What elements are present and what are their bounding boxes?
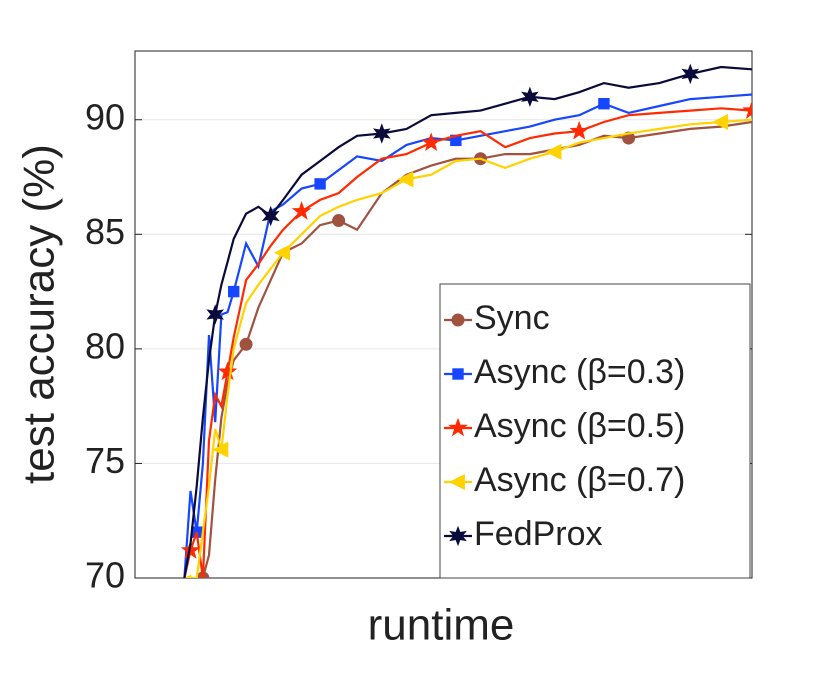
marker: [521, 86, 539, 108]
legend-label: Async (β=0.7): [474, 461, 685, 499]
marker: [448, 473, 465, 491]
marker: [448, 417, 468, 437]
marker: [291, 201, 312, 220]
marker: [273, 244, 290, 261]
marker: [372, 123, 391, 144]
marker: [712, 114, 729, 131]
marker: [239, 337, 253, 351]
marker: [451, 313, 465, 327]
series-line: [183, 107, 752, 578]
marker: [598, 98, 610, 110]
marker: [206, 304, 225, 325]
marker: [742, 100, 752, 119]
series-line: [188, 118, 752, 578]
series: [183, 63, 752, 578]
legend-label: FedProx: [474, 515, 603, 553]
y-tick-label: 70: [85, 555, 125, 596]
legend-label: Async (β=0.3): [474, 353, 685, 391]
marker: [217, 361, 238, 381]
marker: [421, 132, 441, 151]
legend-label: Async (β=0.5): [474, 407, 685, 445]
y-tick-label: 85: [85, 211, 125, 252]
y-tick-label: 90: [85, 96, 125, 137]
marker: [449, 525, 467, 547]
marker: [180, 540, 201, 559]
marker: [545, 143, 562, 160]
legend-box: [439, 283, 751, 579]
marker: [332, 214, 346, 228]
marker: [314, 178, 326, 190]
marker: [452, 368, 464, 380]
series: [184, 114, 752, 578]
y-tick-label: 75: [85, 440, 125, 481]
legend-label: Sync: [474, 299, 550, 337]
marker: [569, 120, 590, 140]
marker: [397, 171, 414, 188]
marker: [212, 441, 229, 458]
series-line: [194, 120, 752, 578]
x-axis-label: runtime: [368, 601, 515, 650]
marker: [681, 63, 700, 85]
y-axis-label: test accuracy (%): [15, 144, 64, 484]
marker: [228, 285, 240, 298]
marker: [184, 574, 192, 578]
series: [180, 100, 752, 578]
lines: [180, 63, 752, 578]
y-tick-label: 80: [85, 325, 125, 366]
marker: [261, 205, 280, 227]
